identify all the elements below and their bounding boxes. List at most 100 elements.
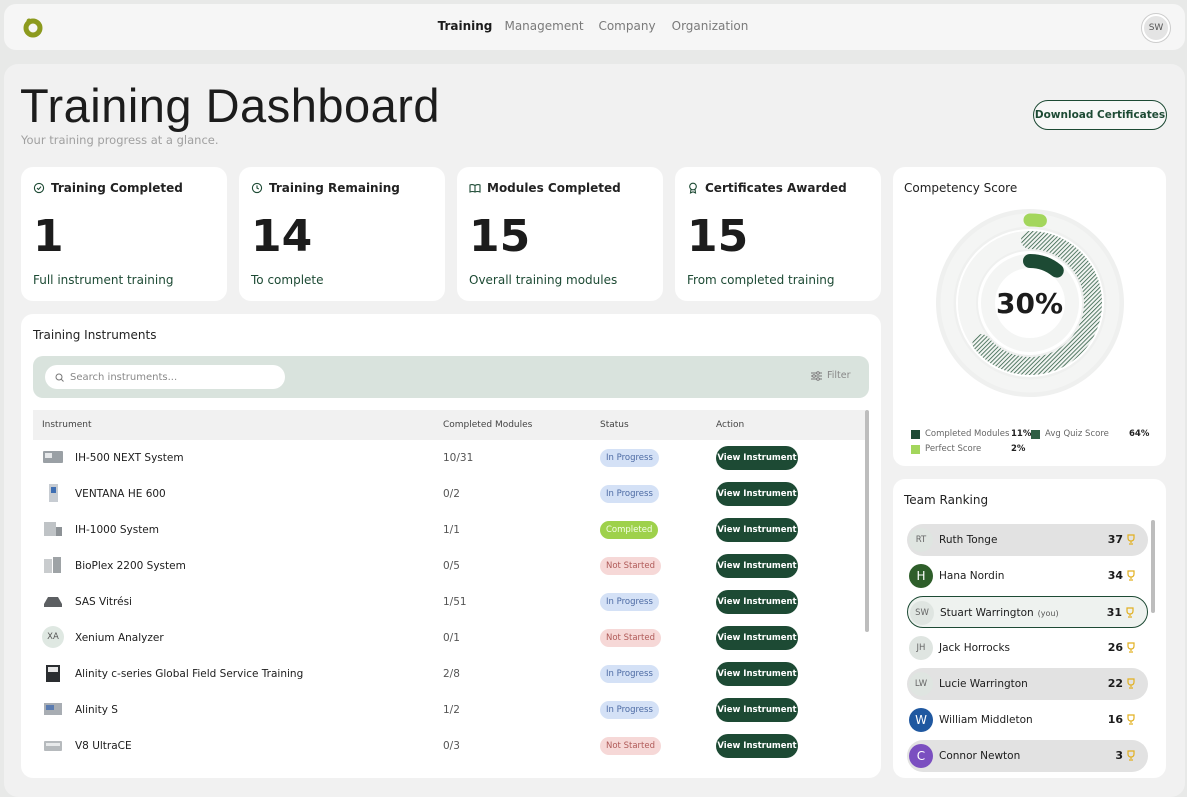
instrument-icon <box>42 446 64 468</box>
view-instrument-button[interactable]: View Instrument <box>716 482 798 506</box>
ranking-row: H Hana Nordin 34 <box>907 560 1148 592</box>
instrument-image <box>44 557 61 573</box>
member-avatar: C <box>909 744 933 768</box>
status-badge: Not Started <box>600 629 661 647</box>
instrument-name: Xenium Analyzer <box>75 632 164 644</box>
member-name-text: William Middleton <box>939 714 1033 726</box>
completed-modules: 0/3 <box>443 740 460 752</box>
instrument-icon <box>42 518 64 540</box>
view-instrument-button[interactable]: View Instrument <box>716 662 798 686</box>
status-badge: In Progress <box>600 593 659 611</box>
stat-value: 15 <box>469 211 531 262</box>
scrollbar[interactable] <box>1151 520 1155 613</box>
stat-card: Certificates Awarded 15 From completed tra… <box>675 167 881 301</box>
nav-item[interactable]: Company <box>598 19 656 33</box>
instrument-name: IH-1000 System <box>75 524 159 536</box>
status-badge: In Progress <box>600 449 659 467</box>
ranking-row: LW Lucie Warrington 22 <box>907 668 1148 700</box>
table-row: Alinity c-series Global Field Service Tr… <box>33 656 865 692</box>
nav-item[interactable]: Organization <box>671 19 749 33</box>
table-header: Instrument Completed Modules Status Action <box>33 410 865 440</box>
table-row: Alinity S 1/2 In Progress View Instrument <box>33 692 865 728</box>
completed-modules: 1/2 <box>443 704 460 716</box>
member-avatar: RT <box>909 528 933 552</box>
legend-value: 64% <box>1129 429 1150 439</box>
stat-note: Overall training modules <box>469 273 618 287</box>
view-instrument-button[interactable]: View Instrument <box>716 518 798 542</box>
ring-arc <box>1023 213 1047 228</box>
view-instrument-button[interactable]: View Instrument <box>716 446 798 470</box>
column-header: Action <box>716 420 745 430</box>
nav-item[interactable]: Management <box>504 19 584 33</box>
member-note: (you) <box>1037 609 1059 618</box>
member-name: William Middleton <box>939 714 1033 726</box>
competency-ring <box>936 209 1124 397</box>
member-avatar: SW <box>910 601 934 625</box>
view-instrument-button[interactable]: View Instrument <box>716 554 798 578</box>
stat-label-text: Certificates Awarded <box>705 181 847 195</box>
trophy-icon <box>1127 570 1135 581</box>
table-row: SAS Vitrési 1/51 In Progress View Instrumen… <box>33 584 865 620</box>
download-button[interactable]: Download Certificates <box>1033 100 1167 130</box>
view-instrument-button[interactable]: View Instrument <box>716 698 798 722</box>
instrument-image <box>44 703 62 715</box>
member-name: Ruth Tonge <box>939 534 997 546</box>
legend-label: Avg Quiz Score <box>1045 429 1109 439</box>
stat-icon <box>33 182 45 194</box>
instrument-name: Alinity S <box>75 704 118 716</box>
stat-note: To complete <box>251 273 324 287</box>
instrument-icon <box>42 698 64 720</box>
competency-card: Competency Score 30% Completed Modules 11… <box>893 167 1166 466</box>
member-score-value: 22 <box>1107 677 1123 690</box>
instrument-name: SAS Vitrési <box>75 596 132 608</box>
status-badge: Not Started <box>600 557 661 575</box>
search-input[interactable]: Search instruments... <box>45 365 285 389</box>
user-avatar[interactable]: SW <box>1142 14 1170 42</box>
status-badge: In Progress <box>600 701 659 719</box>
legend-label: Completed Modules <box>925 429 1010 439</box>
legend-item: Avg Quiz Score <box>1031 429 1109 439</box>
member-name-text: Connor Newton <box>939 750 1021 762</box>
member-score: 26 <box>1108 641 1136 654</box>
instrument-icon <box>42 590 64 612</box>
stat-icon <box>689 182 697 194</box>
ranking-row: C Connor Newton 3 <box>907 740 1148 772</box>
legend-swatch <box>911 444 920 454</box>
table-row: BioPlex 2200 System 0/5 Not Started View In… <box>33 548 865 584</box>
member-name: Stuart Warrington (you) <box>940 607 1059 619</box>
instrument-image <box>46 665 60 682</box>
column-header: Completed Modules <box>443 420 533 430</box>
instrument-name: IH-500 NEXT System <box>75 452 184 464</box>
legend-item: Completed Modules <box>911 429 1009 439</box>
stat-label-text: Modules Completed <box>487 181 621 195</box>
member-score: 34 <box>1108 569 1136 582</box>
member-score-value: 16 <box>1107 713 1123 726</box>
view-instrument-button[interactable]: View Instrument <box>716 590 798 614</box>
member-score: 22 <box>1108 677 1136 690</box>
completed-modules: 0/1 <box>443 632 460 644</box>
member-score-value: 34 <box>1107 569 1123 582</box>
table-row: IH-1000 System 1/1 Completed View Instrumen… <box>33 512 865 548</box>
stat-label: Training Remaining <box>251 181 400 195</box>
view-instrument-button[interactable]: View Instrument <box>716 734 798 758</box>
instrument-name: V8 UltraCE <box>75 740 132 752</box>
trophy-icon <box>1127 714 1135 725</box>
legend-label: Perfect Score <box>925 444 982 454</box>
scrollbar[interactable] <box>865 410 869 632</box>
ranking-row: W William Middleton 16 <box>907 704 1148 736</box>
search-icon <box>55 373 64 382</box>
instrument-name: BioPlex 2200 System <box>75 560 186 572</box>
filter-button[interactable]: Filter <box>811 370 851 381</box>
view-instrument-button[interactable]: View Instrument <box>716 626 798 650</box>
member-score-value: 26 <box>1107 641 1123 654</box>
trophy-icon <box>1126 607 1134 618</box>
nav-item[interactable]: Training <box>437 19 493 33</box>
member-name: Connor Newton <box>939 750 1020 762</box>
card-title: Team Ranking <box>904 493 989 507</box>
member-score-value: 37 <box>1107 533 1123 546</box>
completed-modules: 0/5 <box>443 560 460 572</box>
logo[interactable] <box>22 16 46 38</box>
member-avatar: JH <box>909 636 933 660</box>
page-subtitle: Your training progress at a glance. <box>21 133 219 147</box>
